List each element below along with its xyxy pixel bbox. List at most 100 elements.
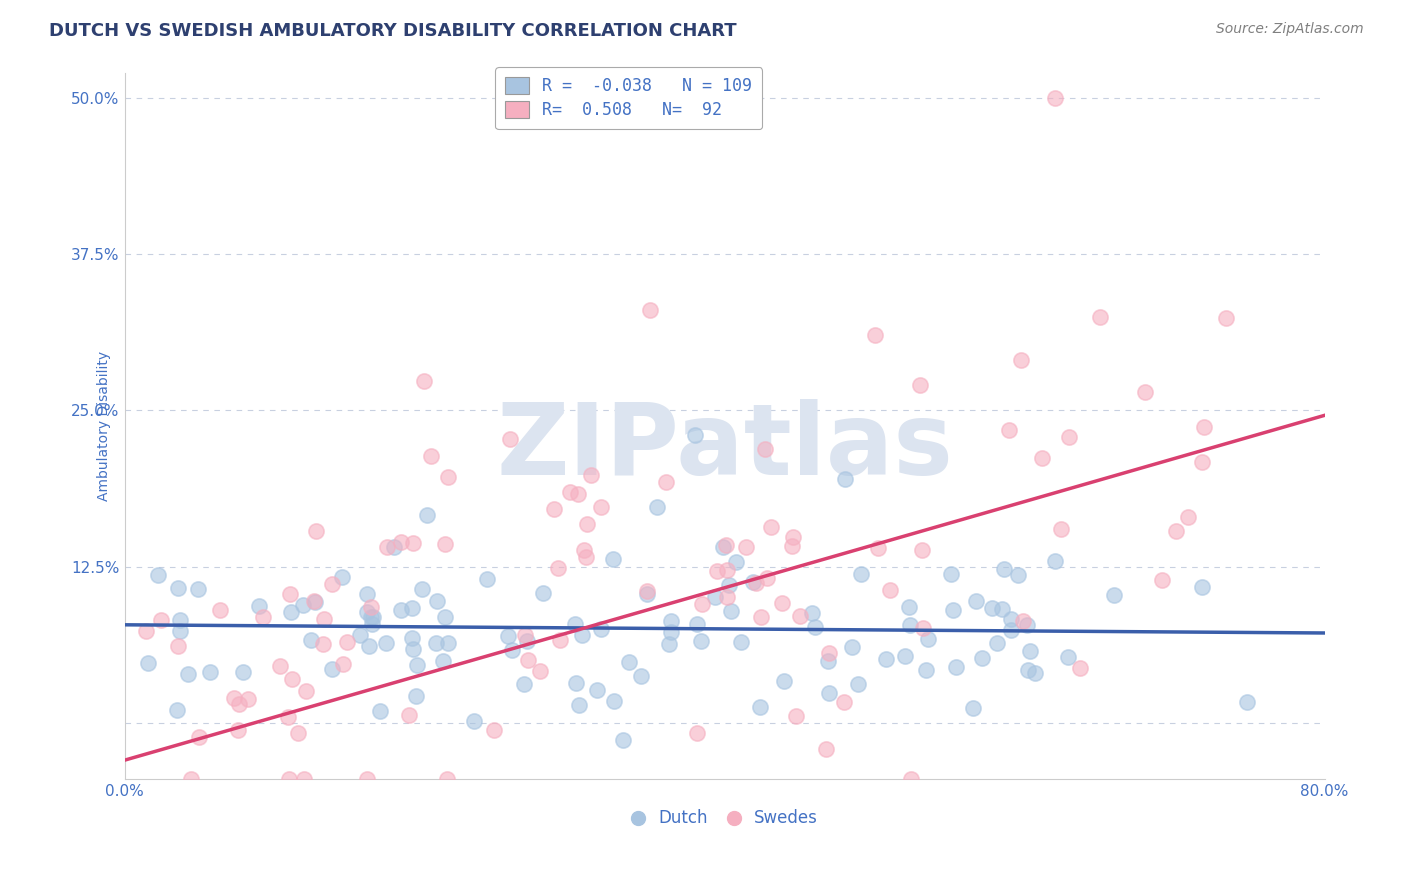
Point xyxy=(405,690,427,704)
Point xyxy=(1012,614,1035,628)
Point xyxy=(314,611,336,625)
Point xyxy=(547,561,569,575)
Point xyxy=(1017,617,1039,632)
Point xyxy=(1104,588,1126,602)
Point xyxy=(589,622,612,636)
Point xyxy=(304,595,326,609)
Point xyxy=(1007,567,1029,582)
Legend: Dutch, Swedes: Dutch, Swedes xyxy=(624,803,825,834)
Point xyxy=(602,551,624,566)
Point xyxy=(1236,695,1258,709)
Point xyxy=(529,665,551,679)
Point xyxy=(617,656,640,670)
Point xyxy=(1024,666,1046,681)
Point xyxy=(1000,612,1022,626)
Point xyxy=(993,561,1015,575)
Point xyxy=(368,704,391,718)
Point xyxy=(603,694,626,708)
Point xyxy=(685,617,707,632)
Point xyxy=(349,628,371,642)
Point xyxy=(785,709,807,723)
Point xyxy=(894,649,917,664)
Point xyxy=(851,566,873,581)
Point xyxy=(226,723,249,738)
Point xyxy=(180,772,202,786)
Point xyxy=(363,609,385,624)
Point xyxy=(706,565,728,579)
Point xyxy=(1000,623,1022,637)
Point xyxy=(725,555,748,569)
Point xyxy=(513,677,536,691)
Point xyxy=(962,700,984,714)
Point xyxy=(499,432,522,446)
Point xyxy=(402,536,425,550)
Point xyxy=(564,617,586,632)
Point xyxy=(149,613,172,627)
Point xyxy=(654,475,676,489)
Point xyxy=(1177,510,1199,524)
Point xyxy=(1019,644,1042,658)
Point xyxy=(501,643,523,657)
Text: Source: ZipAtlas.com: Source: ZipAtlas.com xyxy=(1216,22,1364,37)
Point xyxy=(401,632,423,646)
Point xyxy=(299,633,322,648)
Point xyxy=(818,647,841,661)
Point xyxy=(630,669,652,683)
Point xyxy=(336,634,359,648)
Point xyxy=(475,572,498,586)
Point xyxy=(942,603,965,617)
Point xyxy=(280,605,302,619)
Point xyxy=(645,500,668,514)
Point xyxy=(565,676,588,690)
Point xyxy=(1017,663,1039,677)
Point xyxy=(759,520,782,534)
Point xyxy=(1192,419,1215,434)
Point xyxy=(321,662,343,676)
Point xyxy=(1043,554,1066,568)
Point xyxy=(917,632,939,647)
Point xyxy=(436,636,458,650)
Point xyxy=(612,733,634,747)
Point xyxy=(222,690,245,705)
Point xyxy=(228,698,250,712)
Point xyxy=(463,714,485,728)
Point xyxy=(742,575,765,590)
Point xyxy=(981,600,1004,615)
Point xyxy=(436,470,458,484)
Point xyxy=(356,772,378,786)
Point xyxy=(169,613,191,627)
Point xyxy=(998,423,1021,437)
Point xyxy=(278,586,301,600)
Point xyxy=(543,502,565,516)
Point xyxy=(177,667,200,681)
Point xyxy=(252,610,274,624)
Point xyxy=(384,540,406,554)
Point xyxy=(841,640,863,654)
Point xyxy=(748,700,770,714)
Point xyxy=(636,584,658,599)
Point xyxy=(720,604,742,618)
Point xyxy=(1191,455,1213,469)
Point xyxy=(714,538,737,552)
Point xyxy=(321,577,343,591)
Point xyxy=(986,636,1008,650)
Point xyxy=(433,609,456,624)
Point xyxy=(361,616,384,631)
Point xyxy=(1043,91,1066,105)
Point xyxy=(754,442,776,457)
Point xyxy=(1152,573,1174,587)
Point xyxy=(277,709,299,723)
Point xyxy=(232,665,254,680)
Point xyxy=(356,606,378,620)
Point xyxy=(898,599,921,614)
Point xyxy=(148,567,170,582)
Point xyxy=(814,741,837,756)
Point xyxy=(638,303,661,318)
Point xyxy=(374,636,396,650)
Point xyxy=(482,723,505,737)
Point xyxy=(703,590,725,604)
Point xyxy=(581,468,603,483)
Point xyxy=(803,620,825,634)
Point xyxy=(659,625,682,640)
Point xyxy=(658,636,681,650)
